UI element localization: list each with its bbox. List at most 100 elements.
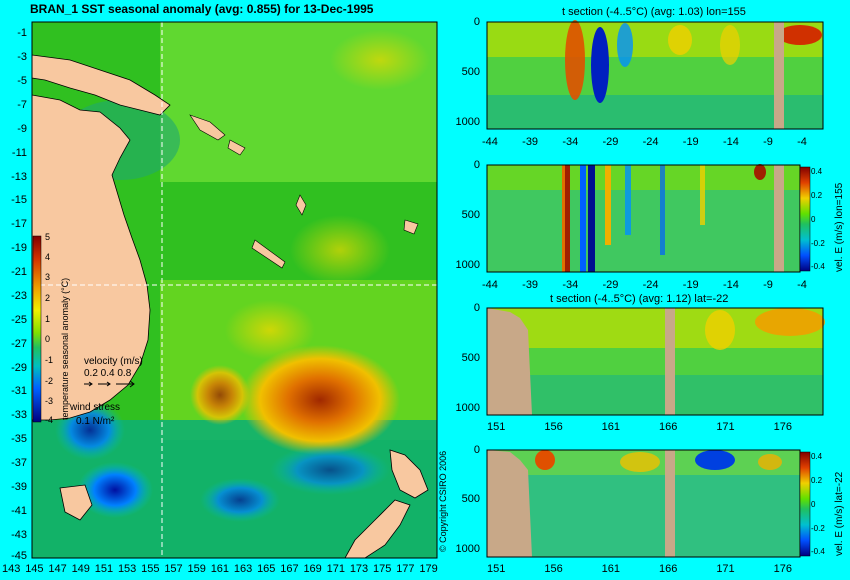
wind-legend-value: 0.1 N/m² <box>76 416 115 427</box>
vel-lon-side-label: vel. E (m/s) lon=155 <box>834 182 845 272</box>
tsection-lat-y-tick: 500 <box>461 352 480 364</box>
map-y-tick: -17 <box>11 218 27 230</box>
map-y-tick: -15 <box>11 194 27 206</box>
vel-lon-x-tick: -9 <box>763 279 773 291</box>
tsection-lat-x-tick: 161 <box>601 421 621 433</box>
tsection-lat-x-tick: 176 <box>773 421 792 433</box>
map-y-tick: -43 <box>11 529 27 541</box>
vel-lat-colorbar <box>799 451 811 557</box>
map-y-tick: -23 <box>11 290 27 302</box>
map-y-tick: -1 <box>17 27 27 39</box>
map-y-tick: -39 <box>11 481 27 493</box>
tsection-lat-x-tick: 166 <box>658 421 678 433</box>
map-x-tick: 151 <box>94 563 114 575</box>
tsection-lon-x-tick: -34 <box>562 136 579 148</box>
tsection-lat-x-tick: 151 <box>487 421 506 433</box>
tsection-lon-x-ticks: -44 -39 -34 -29 -24 -19 -14 -9 -4 <box>482 136 807 148</box>
map-x-ticks: 143 145 147 149 151 153 155 157 159 161 … <box>2 563 438 575</box>
vel-lat-cbar-tick: 0.4 <box>811 452 823 461</box>
fiji <box>403 219 419 235</box>
tsection-lon-x-tick: -39 <box>522 136 539 148</box>
map-y-tick: -5 <box>17 75 27 87</box>
wind-legend-label: wind stress <box>70 402 121 413</box>
vel-lon-x-tick: -14 <box>722 279 739 291</box>
vel-lat-x-tick: 166 <box>658 563 678 575</box>
sst-cbar-tick: 2 <box>45 293 51 303</box>
sst-cbar-tick: 3 <box>45 272 51 282</box>
vel-lon-x-tick: -34 <box>562 279 579 291</box>
vel-lon-cbar-tick: -0.2 <box>811 239 825 248</box>
vel-lat-x-tick: 176 <box>773 563 792 575</box>
map-frame <box>31 21 438 559</box>
map-x-tick: 173 <box>349 563 369 575</box>
tsection-lat-frame <box>486 307 824 416</box>
vel-lat-x-tick: 156 <box>544 563 563 575</box>
map-y-tick: -21 <box>11 266 27 278</box>
map-y-tick: -9 <box>17 123 27 135</box>
vel-lat-x-tick: 171 <box>716 563 735 575</box>
vel-lon-x-tick: -39 <box>522 279 539 291</box>
vel-lat-cbar-tick: -0.2 <box>811 524 825 533</box>
tsection-lon-x-tick: -9 <box>763 136 773 148</box>
vel-lon-cbar-tick: 0.2 <box>811 191 823 200</box>
vel-lat-x-ticks: 151 156 161 166 171 176 <box>487 563 792 575</box>
australia-landmass <box>31 94 151 421</box>
vel-lon-y-tick: 500 <box>461 209 480 221</box>
map-y-tick: -7 <box>17 99 27 111</box>
map-y-tick: -33 <box>11 409 27 421</box>
tsection-lat-x-tick: 171 <box>716 421 735 433</box>
tsection-lon-y-tick: 1000 <box>455 116 480 128</box>
map-x-tick: 145 <box>25 563 44 575</box>
solomon-islands <box>189 114 246 156</box>
map-x-tick: 143 <box>2 563 21 575</box>
sst-cbar-tick: -4 <box>45 415 54 425</box>
map-x-tick: 161 <box>210 563 230 575</box>
tsection-lat-y-tick: 0 <box>473 302 480 314</box>
vanuatu <box>295 194 307 216</box>
vel-lon-colorbar <box>799 166 811 272</box>
sst-cbar-tick: 5 <box>45 232 51 242</box>
vel-lon-x-tick: -29 <box>602 279 619 291</box>
map-x-tick: 171 <box>326 563 345 575</box>
tsection-lat-x-ticks: 151 156 161 166 171 176 <box>487 421 792 433</box>
sst-colorbar <box>32 235 42 423</box>
map-y-tick: -37 <box>11 457 27 469</box>
sst-cbar-tick: 1 <box>45 314 51 324</box>
vel-lon-x-tick: -44 <box>482 279 498 291</box>
vel-lat-side-label: vel. E (m/s) lat=-22 <box>834 471 845 556</box>
map-y-tick: -29 <box>11 362 27 374</box>
map-x-tick: 165 <box>257 563 276 575</box>
map-x-tick: 163 <box>233 563 253 575</box>
tsection-lat-x-tick: 156 <box>544 421 563 433</box>
vel-lat-cbar-tick: 0 <box>811 500 816 509</box>
map-y-tick: -27 <box>11 338 27 350</box>
tsection-lat-y-tick: 1000 <box>455 402 480 414</box>
map-y-tick: -25 <box>11 314 27 326</box>
tsection-lon-y-tick: 0 <box>473 16 480 28</box>
vel-lat-y-tick: 500 <box>461 493 480 505</box>
sst-cbar-tick: -2 <box>45 376 54 386</box>
sst-cbar-tick: -3 <box>45 396 54 406</box>
tsection-lon-x-tick: -19 <box>682 136 699 148</box>
vel-lat-cbar-tick: -0.4 <box>811 547 825 556</box>
vel-lon-x-tick: -24 <box>642 279 659 291</box>
tsection-lon-x-tick: -44 <box>482 136 498 148</box>
vel-lon-cbar-tick: 0 <box>811 215 816 224</box>
map-x-tick: 153 <box>117 563 137 575</box>
velocity-legend-label: velocity (m/s) <box>84 356 143 367</box>
map-y-tick: -19 <box>11 242 27 254</box>
vel-lat-x-tick: 151 <box>487 563 506 575</box>
vel-lon-x-tick: -19 <box>682 279 699 291</box>
sst-cbar-tick: 4 <box>45 252 51 262</box>
tsection-lon-y-tick: 500 <box>461 66 480 78</box>
map-x-tick: 147 <box>48 563 67 575</box>
map-x-tick: 169 <box>303 563 322 575</box>
tsection-lon-title: t section (-4..5°C) (avg: 1.03) lon=155 <box>562 6 746 18</box>
sst-cbar-tick: -1 <box>45 355 54 365</box>
sst-cbar-tick: 0 <box>45 334 51 344</box>
vel-lon-cbar-tick: 0.4 <box>811 167 823 176</box>
map-x-tick: 177 <box>396 563 415 575</box>
sst-colorbar-label: temperature seasonal anomaly (°C) <box>60 277 70 420</box>
map-y-tick: -31 <box>11 385 27 397</box>
